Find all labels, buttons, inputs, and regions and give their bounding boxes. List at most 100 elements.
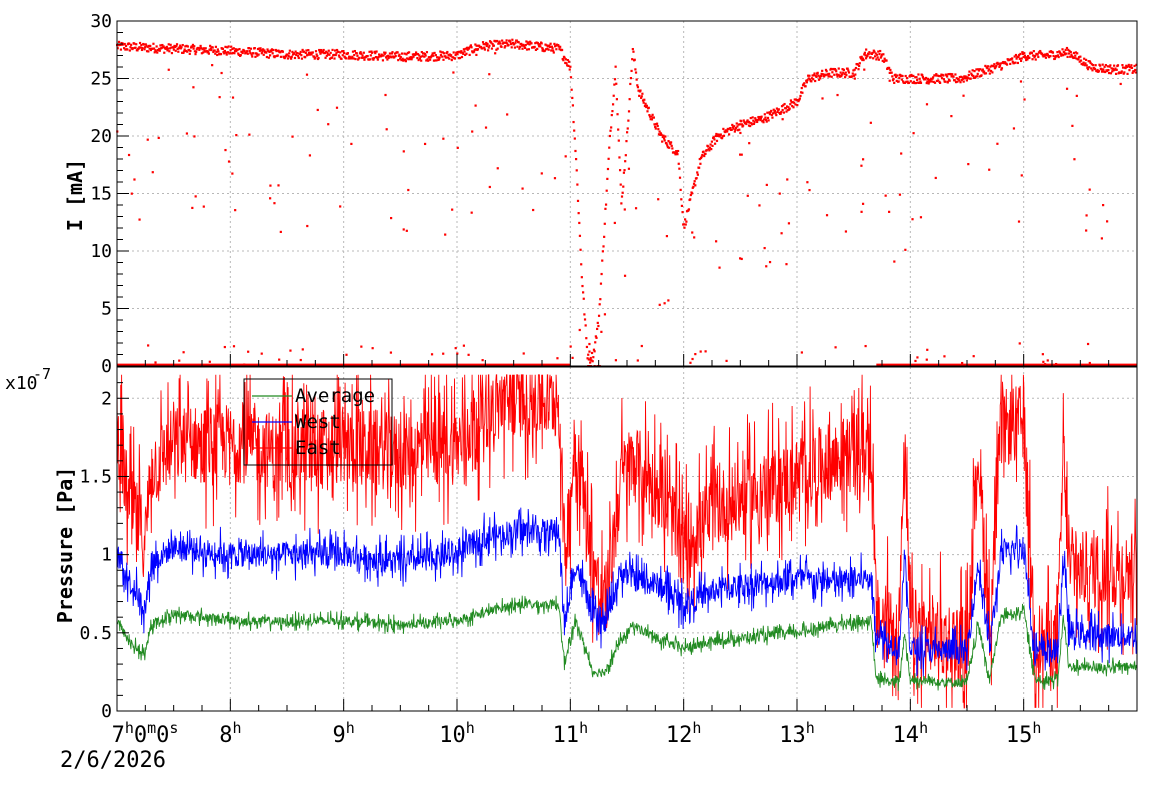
- current-point: [969, 77, 972, 80]
- current-point: [750, 123, 754, 126]
- current-point: [759, 117, 763, 120]
- current-point: [588, 342, 591, 346]
- current-point: [334, 49, 337, 52]
- current-point: [1004, 61, 1007, 64]
- current-point: [1106, 69, 1109, 73]
- current-point: [291, 53, 295, 56]
- current-point: [964, 75, 967, 78]
- current-point: [799, 94, 802, 98]
- current-point: [607, 157, 610, 160]
- current-point: [634, 68, 637, 71]
- current-point: [1132, 70, 1136, 73]
- current-point: [371, 57, 374, 60]
- current-point: [1073, 56, 1076, 59]
- current-point: [1048, 56, 1051, 59]
- current-point: [627, 119, 630, 122]
- current-point: [665, 142, 668, 145]
- current-point: [1066, 55, 1069, 59]
- current-point: [601, 259, 604, 262]
- current-point: [640, 96, 643, 99]
- current-point: [423, 55, 426, 58]
- current-point: [640, 344, 643, 348]
- current-point: [525, 48, 529, 51]
- current-point: [231, 172, 234, 175]
- current-point: [677, 162, 680, 165]
- current-point: [424, 54, 427, 57]
- current-point: [861, 202, 865, 205]
- current-point: [1034, 58, 1037, 61]
- current-point: [1070, 53, 1073, 56]
- current-point: [775, 107, 779, 110]
- current-point: [412, 55, 415, 58]
- current-point: [745, 122, 748, 126]
- current-point: [530, 42, 533, 45]
- current-point: [398, 53, 401, 56]
- current-point: [208, 360, 211, 363]
- current-point: [642, 101, 645, 104]
- current-point: [524, 46, 527, 50]
- current-point: [942, 74, 945, 77]
- current-point: [911, 81, 914, 84]
- current-point: [957, 77, 960, 81]
- current-point: [572, 120, 575, 124]
- current-point: [269, 54, 272, 57]
- current-point: [921, 75, 924, 79]
- current-point: [169, 43, 172, 46]
- current-point: [881, 53, 884, 56]
- current-point: [318, 50, 321, 53]
- current-point: [726, 130, 729, 133]
- current-point: [623, 208, 626, 211]
- current-point: [770, 109, 773, 113]
- current-point: [1018, 342, 1021, 345]
- current-point: [410, 58, 413, 61]
- current-point: [1119, 82, 1122, 86]
- current-point: [1077, 58, 1080, 61]
- current-point: [423, 52, 427, 56]
- current-point: [695, 177, 698, 180]
- current-point: [234, 48, 237, 51]
- current-point: [840, 75, 843, 78]
- current-point: [634, 71, 638, 74]
- current-point: [660, 133, 663, 136]
- current-point: [578, 328, 581, 332]
- current-point: [837, 73, 840, 77]
- current-point: [956, 80, 959, 83]
- current-point: [435, 59, 438, 62]
- current-point: [1085, 214, 1088, 217]
- current-point: [454, 347, 457, 350]
- current-point: [972, 74, 975, 78]
- current-point: [735, 126, 738, 130]
- current-point: [776, 110, 779, 114]
- current-point: [722, 134, 726, 137]
- current-point: [958, 75, 961, 79]
- current-point: [494, 40, 497, 43]
- current-point: [1067, 48, 1070, 51]
- current-point: [265, 51, 268, 54]
- current-point: [560, 48, 564, 52]
- current-point: [1044, 56, 1048, 59]
- current-point: [141, 46, 144, 50]
- current-point: [471, 130, 474, 133]
- current-point: [353, 49, 356, 53]
- current-point: [385, 128, 388, 131]
- current-point: [401, 57, 404, 60]
- current-point: [174, 45, 177, 49]
- current-point: [173, 44, 176, 48]
- current-point: [481, 41, 485, 44]
- current-point: [585, 345, 589, 349]
- current-point: [356, 58, 360, 61]
- series-line-average: [116, 595, 1138, 692]
- current-point: [749, 124, 752, 128]
- current-point: [182, 50, 186, 53]
- current-point: [478, 44, 481, 47]
- current-point: [877, 50, 880, 53]
- current-point: [700, 155, 703, 158]
- current-point: [814, 74, 817, 77]
- current-point: [1033, 56, 1036, 59]
- current-point: [821, 73, 824, 76]
- current-point: [979, 68, 982, 71]
- current-point: [835, 70, 838, 73]
- current-point: [487, 46, 490, 49]
- current-point: [620, 202, 623, 205]
